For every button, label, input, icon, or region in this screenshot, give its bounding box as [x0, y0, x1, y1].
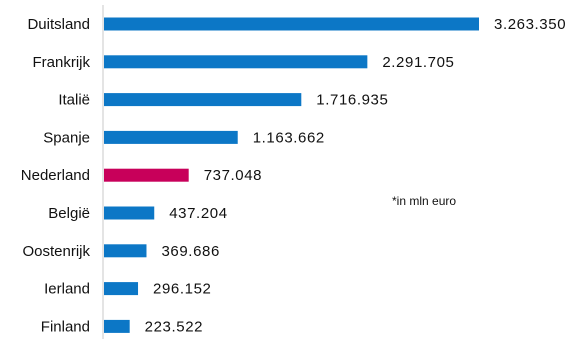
- bar: [104, 319, 130, 333]
- category-label: Spanje: [43, 129, 90, 146]
- bar: [104, 93, 302, 107]
- value-label: 223.522: [145, 318, 203, 335]
- bar: [104, 55, 368, 69]
- category-label: Ierland: [44, 281, 90, 298]
- category-label: België: [48, 205, 90, 222]
- value-label: 369.686: [161, 243, 219, 260]
- bar: [104, 244, 147, 258]
- bar: [104, 17, 479, 31]
- category-label: Duitsland: [27, 16, 90, 33]
- bar: [104, 282, 139, 296]
- value-label: 737.048: [204, 167, 262, 184]
- value-label: 1.716.935: [316, 92, 388, 109]
- category-label: Nederland: [21, 167, 90, 184]
- bar: [104, 168, 189, 182]
- value-label: 296.152: [153, 281, 211, 298]
- value-label: 3.263.350: [494, 16, 566, 33]
- value-label: 2.291.705: [382, 54, 454, 71]
- category-label: Finland: [41, 318, 90, 335]
- value-label: 1.163.662: [253, 129, 325, 146]
- category-label: Oostenrijk: [22, 243, 90, 260]
- category-label: Frankrijk: [32, 54, 90, 71]
- value-label: 437.204: [169, 205, 227, 222]
- bar: [104, 130, 238, 144]
- unit-note: *in mln euro: [392, 194, 457, 208]
- bar: [104, 206, 155, 220]
- category-label: Italië: [58, 92, 90, 109]
